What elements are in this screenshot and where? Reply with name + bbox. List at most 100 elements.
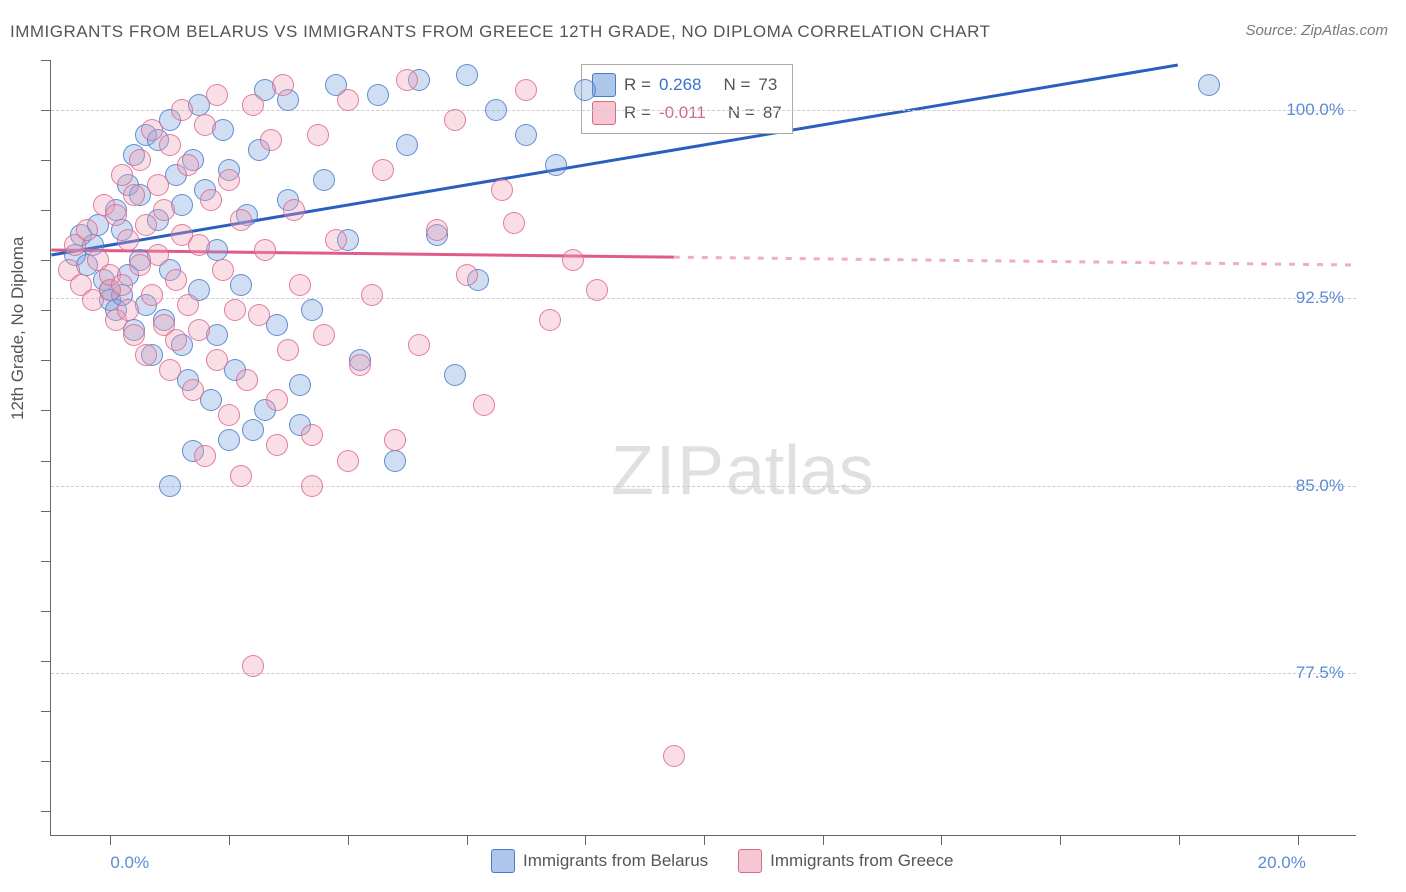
data-point <box>188 234 210 256</box>
data-point <box>545 154 567 176</box>
data-point <box>349 354 371 376</box>
x-tick <box>229 835 230 845</box>
data-point <box>384 429 406 451</box>
y-tick <box>41 310 51 311</box>
data-point <box>473 394 495 416</box>
data-point <box>289 274 311 296</box>
chart-title: IMMIGRANTS FROM BELARUS VS IMMIGRANTS FR… <box>10 22 990 42</box>
x-tick <box>585 835 586 845</box>
source-label: Source: ZipAtlas.com <box>1245 22 1388 39</box>
data-point <box>218 404 240 426</box>
data-point <box>283 199 305 221</box>
data-point <box>337 89 359 111</box>
data-point <box>301 299 323 321</box>
data-point <box>456 64 478 86</box>
data-point <box>372 159 394 181</box>
data-point <box>396 134 418 156</box>
data-point <box>248 304 270 326</box>
trend-lines-svg <box>51 60 1356 835</box>
legend-label-belarus: Immigrants from Belarus <box>523 851 708 871</box>
data-point <box>242 419 264 441</box>
data-point <box>663 745 685 767</box>
data-point <box>182 379 204 401</box>
y-tick-label: 92.5% <box>1296 288 1344 308</box>
r-value-greece: -0.011 <box>659 103 706 123</box>
data-point <box>111 274 133 296</box>
legend-row-greece: R = -0.011 N = 87 <box>592 99 782 127</box>
r-label: R = <box>624 103 651 123</box>
data-point <box>289 374 311 396</box>
data-point <box>301 424 323 446</box>
y-tick-label: 77.5% <box>1296 663 1344 683</box>
legend-item-greece: Immigrants from Greece <box>738 849 953 873</box>
x-tick <box>1060 835 1061 845</box>
data-point <box>76 219 98 241</box>
watermark-left: ZIP <box>611 431 726 509</box>
x-tick <box>110 835 111 845</box>
x-tick <box>823 835 824 845</box>
y-tick <box>41 811 51 812</box>
data-point <box>272 74 294 96</box>
data-point <box>515 124 537 146</box>
n-label: N = <box>723 75 750 95</box>
data-point <box>129 149 151 171</box>
data-point <box>206 349 228 371</box>
data-point <box>254 239 276 261</box>
x-tick-label: 20.0% <box>1258 853 1306 873</box>
data-point <box>111 164 133 186</box>
data-point <box>123 324 145 346</box>
data-point <box>456 264 478 286</box>
data-point <box>218 169 240 191</box>
data-point <box>408 334 430 356</box>
data-point <box>539 309 561 331</box>
data-point <box>266 389 288 411</box>
data-point <box>188 319 210 341</box>
data-point <box>301 475 323 497</box>
data-point <box>562 249 584 271</box>
data-point <box>515 79 537 101</box>
data-point <box>1198 74 1220 96</box>
n-value-greece: 87 <box>763 103 782 123</box>
data-point <box>337 450 359 472</box>
data-point <box>165 269 187 291</box>
data-point <box>485 99 507 121</box>
data-point <box>218 429 240 451</box>
y-tick <box>41 511 51 512</box>
data-point <box>135 214 157 236</box>
y-tick <box>41 260 51 261</box>
data-point <box>135 344 157 366</box>
y-tick-label: 100.0% <box>1286 100 1344 120</box>
data-point <box>194 114 216 136</box>
y-tick <box>41 461 51 462</box>
x-tick-label: 0.0% <box>110 853 149 873</box>
y-tick <box>41 761 51 762</box>
legend-row-belarus: R = 0.268 N = 73 <box>592 71 782 99</box>
x-tick <box>941 835 942 845</box>
data-point <box>266 434 288 456</box>
n-value-belarus: 73 <box>758 75 777 95</box>
data-point <box>177 294 199 316</box>
y-tick <box>41 410 51 411</box>
swatch-pink-icon <box>592 101 616 125</box>
gridline <box>51 298 1356 299</box>
data-point <box>200 189 222 211</box>
legend-correlation: R = 0.268 N = 73 R = -0.011 N = 87 <box>581 64 793 134</box>
data-point <box>586 279 608 301</box>
data-point <box>277 339 299 361</box>
chart-container: IMMIGRANTS FROM BELARUS VS IMMIGRANTS FR… <box>0 0 1406 892</box>
n-label: N = <box>728 103 755 123</box>
y-axis-title: 12th Grade, No Diploma <box>8 237 28 420</box>
r-value-belarus: 0.268 <box>659 75 702 95</box>
data-point <box>444 364 466 386</box>
r-label: R = <box>624 75 651 95</box>
y-tick <box>41 661 51 662</box>
x-tick <box>1179 835 1180 845</box>
gridline <box>51 486 1356 487</box>
swatch-pink-icon <box>738 849 762 873</box>
data-point <box>230 209 252 231</box>
data-point <box>260 129 282 151</box>
x-tick <box>348 835 349 845</box>
data-point <box>236 369 258 391</box>
data-point <box>194 445 216 467</box>
data-point <box>147 244 169 266</box>
